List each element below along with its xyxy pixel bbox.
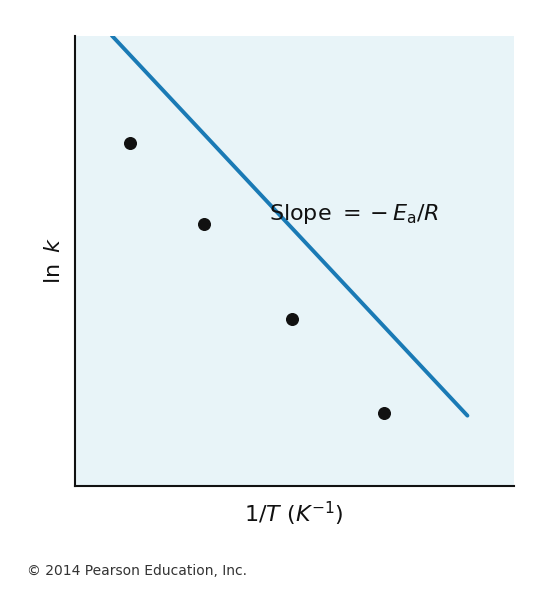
- Point: [288, 314, 296, 324]
- Point: [380, 409, 388, 418]
- Point: [126, 138, 135, 148]
- X-axis label: $1/T\ (K^{-1})$: $1/T\ (K^{-1})$: [244, 500, 344, 528]
- Text: © 2014 Pearson Education, Inc.: © 2014 Pearson Education, Inc.: [27, 564, 247, 578]
- Point: [200, 219, 209, 229]
- Y-axis label: $\ln\ k$: $\ln\ k$: [44, 238, 64, 284]
- Text: Slope $= -E_{\rm a}/R$: Slope $= -E_{\rm a}/R$: [269, 202, 439, 226]
